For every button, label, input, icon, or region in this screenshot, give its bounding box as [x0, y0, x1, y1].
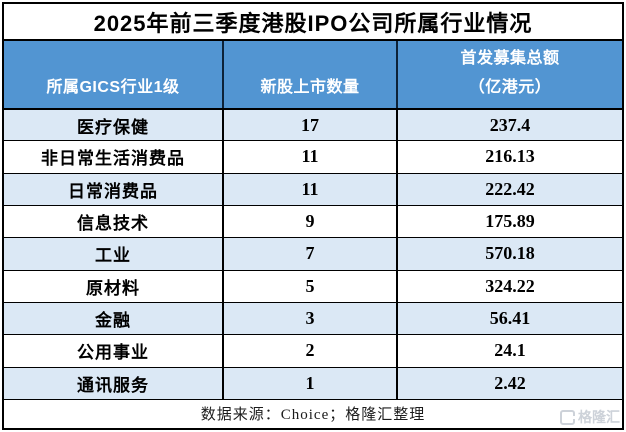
count-cell: 3: [222, 302, 396, 335]
col-header-industry: 所属GICS行业1级: [46, 79, 180, 96]
page-title: 2025年前三季度港股IPO公司所属行业情况: [4, 4, 622, 41]
table-row: 金融 3 56.41: [4, 301, 622, 335]
amount-cell: 324.22: [396, 270, 622, 302]
table-header-row: 所属GICS行业1级 新股上市数量 首发募集总额 （亿港元）: [4, 41, 622, 108]
industry-cell: 工业: [95, 246, 131, 266]
col-header-amount-line1: 首发募集总额: [460, 50, 560, 67]
table-row: 日常消费品 11 222.42: [4, 172, 622, 205]
industry-cell: 原材料: [86, 278, 140, 298]
source-note: 数据来源：Choice；格隆汇整理: [4, 398, 622, 428]
count-cell: 2: [222, 335, 396, 367]
table-row: 公用事业 2 24.1: [4, 334, 622, 367]
count-cell: 7: [222, 238, 396, 270]
table-row: 非日常生活消费品 11 216.13: [4, 140, 622, 173]
table-row: 原材料 5 324.22: [4, 269, 622, 302]
table-row: 信息技术 9 175.89: [4, 204, 622, 238]
count-cell: 9: [222, 205, 396, 238]
industry-cell: 通讯服务: [77, 375, 149, 395]
count-cell: 11: [222, 141, 396, 173]
table-row: 通讯服务 1 2.42: [4, 366, 622, 399]
amount-cell: 237.4: [396, 110, 622, 141]
col-header-count: 新股上市数量: [222, 41, 396, 108]
amount-cell: 570.18: [396, 238, 622, 270]
count-cell: 17: [222, 110, 396, 141]
count-cell: 1: [222, 367, 396, 399]
industry-cell: 公用事业: [77, 343, 149, 363]
amount-cell: 175.89: [396, 205, 622, 238]
amount-cell: 216.13: [396, 141, 622, 173]
col-header-amount-line2: （亿港元）: [468, 79, 552, 96]
amount-cell: 56.41: [396, 302, 622, 335]
amount-cell: 24.1: [396, 335, 622, 367]
industry-cell: 医疗保健: [77, 117, 149, 137]
count-cell: 5: [222, 270, 396, 302]
industry-cell: 非日常生活消费品: [41, 149, 185, 169]
industry-cell: 日常消费品: [68, 181, 158, 201]
amount-cell: 222.42: [396, 173, 622, 205]
table-row: 医疗保健 17 237.4: [4, 108, 622, 141]
count-cell: 11: [222, 173, 396, 205]
amount-cell: 2.42: [396, 367, 622, 399]
col-header-amount: 首发募集总额 （亿港元）: [396, 41, 622, 108]
industry-cell: 信息技术: [77, 214, 149, 234]
table-row: 工业 7 570.18: [4, 237, 622, 270]
industry-cell: 金融: [95, 311, 131, 331]
